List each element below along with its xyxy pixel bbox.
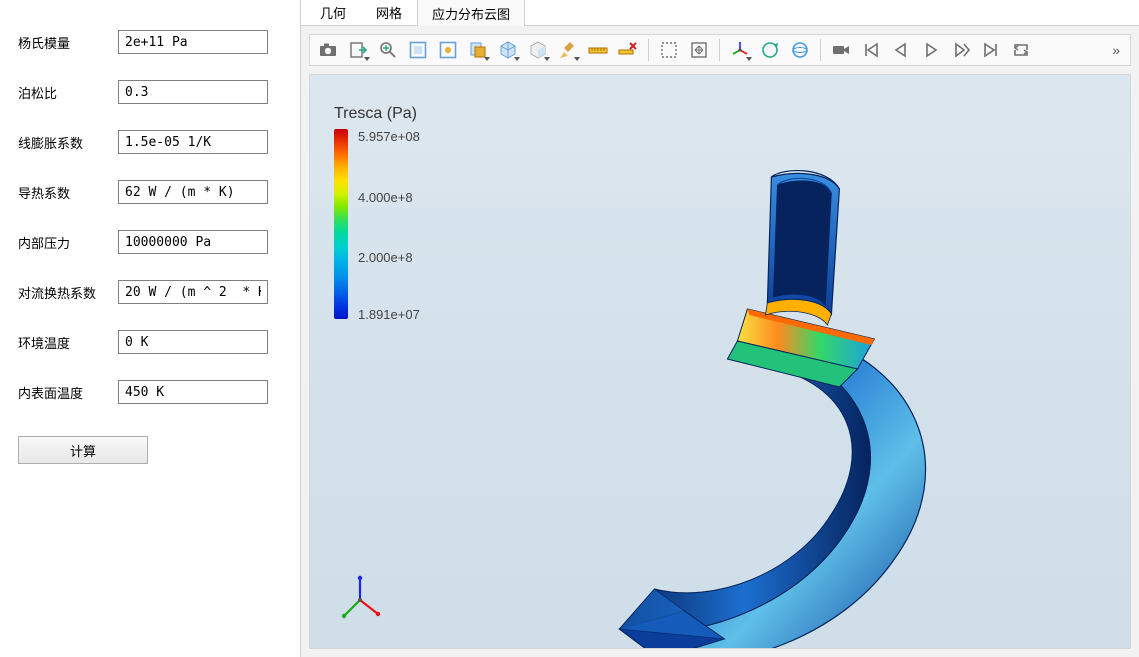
zoom-button[interactable]: [434, 37, 462, 63]
form-row: 杨氏模量: [18, 30, 282, 54]
tab-1[interactable]: 网格: [361, 0, 417, 25]
form-label: 环境温度: [18, 333, 118, 352]
delete-measure-button[interactable]: [614, 37, 642, 63]
form-label: 内表面温度: [18, 383, 118, 402]
orbit-button[interactable]: [756, 37, 784, 63]
form-input-1[interactable]: [118, 80, 268, 104]
box-select-icon: [659, 40, 679, 60]
transparency-button[interactable]: [524, 37, 552, 63]
tab-0[interactable]: 几何: [305, 0, 361, 25]
legend-gradient-bar: [334, 129, 348, 319]
form-row: 环境温度: [18, 330, 282, 354]
zoom-extents-icon: [378, 40, 398, 60]
form-row: 线膨胀系数: [18, 130, 282, 154]
form-input-3[interactable]: [118, 180, 268, 204]
ruler-button[interactable]: [584, 37, 612, 63]
toolbar-separator: [648, 39, 649, 61]
legend-title: Tresca (Pa): [334, 105, 448, 123]
form-label: 对流换热系数: [18, 283, 118, 302]
form-label: 线膨胀系数: [18, 133, 118, 152]
spin-button[interactable]: [786, 37, 814, 63]
orientation-triad: [334, 574, 386, 626]
play-button[interactable]: [917, 37, 945, 63]
stress-model: [539, 119, 969, 649]
viewport-toolbar: »: [309, 34, 1131, 66]
tab-2[interactable]: 应力分布云图: [417, 0, 525, 26]
form-row: 导热系数: [18, 180, 282, 204]
toolbar-separator: [820, 39, 821, 61]
orbit-icon: [760, 40, 780, 60]
first-icon: [861, 40, 881, 60]
color-legend: Tresca (Pa) 5.957e+08 4.000e+8 2.000e+8 1.8…: [334, 105, 448, 319]
camera-icon: [318, 40, 338, 60]
record-button[interactable]: [827, 37, 855, 63]
form-row: 泊松比: [18, 80, 282, 104]
form-label: 内部压力: [18, 233, 118, 252]
tab-bar: 几何网格应力分布云图: [301, 0, 1139, 26]
nozzle-inner: [773, 181, 831, 305]
rotate-xyz-button[interactable]: [726, 37, 754, 63]
canvas-area: » Tresca (Pa) 5.957e+08 4.000e+8 2.000e+8 1…: [301, 26, 1139, 657]
prev-button[interactable]: [887, 37, 915, 63]
form-input-5[interactable]: [118, 280, 268, 304]
camera-button[interactable]: [314, 37, 342, 63]
first-button[interactable]: [857, 37, 885, 63]
zoom-window-button[interactable]: [404, 37, 432, 63]
form-row: 内表面温度: [18, 380, 282, 404]
form-input-0[interactable]: [118, 30, 268, 54]
triad-axis-x: [360, 600, 378, 614]
prev-icon: [891, 40, 911, 60]
export-button[interactable]: [344, 37, 372, 63]
form-input-6[interactable]: [118, 330, 268, 354]
form-label: 杨氏模量: [18, 33, 118, 52]
form-row: 内部压力: [18, 230, 282, 254]
viewport-3d[interactable]: Tresca (Pa) 5.957e+08 4.000e+8 2.000e+8 1.8…: [309, 74, 1131, 649]
toolbar-separator: [719, 39, 720, 61]
legend-tick: 2.000e+8: [358, 250, 413, 265]
play-icon: [921, 40, 941, 60]
main-panel: 几何网格应力分布云图 » Tresca (Pa) 5.957e+08 4.000e…: [300, 0, 1139, 657]
select-button[interactable]: [464, 37, 492, 63]
form-row: 对流换热系数: [18, 280, 282, 304]
form-input-7[interactable]: [118, 380, 268, 404]
delete-measure-icon: [618, 40, 638, 60]
form-label: 导热系数: [18, 183, 118, 202]
legend-tick-labels: 5.957e+08 4.000e+8 2.000e+8 1.891e+07: [358, 129, 448, 319]
form-label: 泊松比: [18, 83, 118, 102]
ruler-icon: [588, 40, 608, 60]
pan-select-button[interactable]: [685, 37, 713, 63]
zoom-extents-button[interactable]: [374, 37, 402, 63]
form-input-2[interactable]: [118, 130, 268, 154]
component-button[interactable]: [494, 37, 522, 63]
last-button[interactable]: [977, 37, 1005, 63]
triad-axis-y: [344, 600, 360, 616]
broom-button[interactable]: [554, 37, 582, 63]
parameter-sidebar: 杨氏模量泊松比线膨胀系数导热系数内部压力对流换热系数环境温度内表面温度 计算: [0, 0, 300, 657]
record-icon: [831, 40, 851, 60]
last-icon: [981, 40, 1001, 60]
loop-button[interactable]: [1007, 37, 1035, 63]
next-button[interactable]: [947, 37, 975, 63]
pan-select-icon: [689, 40, 709, 60]
form-input-4[interactable]: [118, 230, 268, 254]
legend-tick: 5.957e+08: [358, 129, 420, 144]
zoom-window-icon: [408, 40, 428, 60]
zoom-icon: [438, 40, 458, 60]
loop-icon: [1011, 40, 1031, 60]
box-select-button[interactable]: [655, 37, 683, 63]
legend-tick: 1.891e+07: [358, 307, 420, 322]
app-root: 杨氏模量泊松比线膨胀系数导热系数内部压力对流换热系数环境温度内表面温度 计算 几…: [0, 0, 1139, 657]
calculate-button[interactable]: 计算: [18, 436, 148, 464]
legend-tick: 4.000e+8: [358, 190, 413, 205]
spin-icon: [790, 40, 810, 60]
toolbar-overflow[interactable]: »: [1106, 42, 1126, 58]
next-icon: [951, 40, 971, 60]
